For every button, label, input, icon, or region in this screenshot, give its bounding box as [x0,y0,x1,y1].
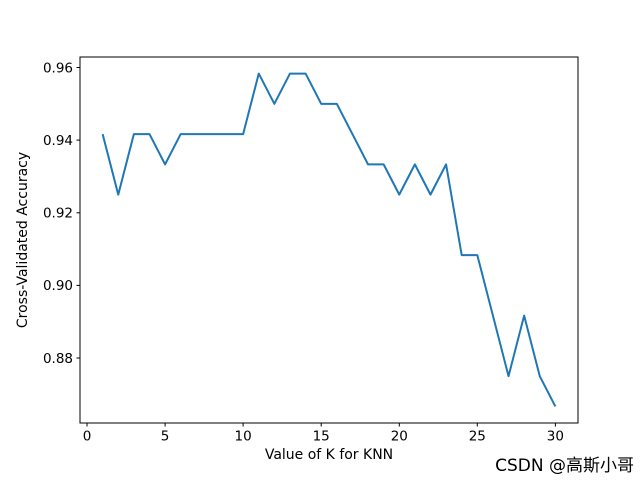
y-axis-label: Cross-Validated Accuracy [15,152,31,328]
y-tick-label: 0.94 [43,133,73,149]
x-tick-label: 0 [83,429,92,445]
accuracy-line [101,72,557,407]
x-axis-label: Value of K for KNN [265,447,393,463]
x-axis-ticks: 0 5 10 15 20 25 30 [83,423,564,445]
y-tick-label: 0.92 [43,206,73,222]
y-tick-label: 0.90 [43,278,73,294]
y-tick-label: 0.88 [43,351,73,367]
x-tick-label: 30 [547,429,564,445]
y-axis-ticks: 0.88 0.90 0.92 0.94 0.96 [43,60,80,367]
x-tick-label: 15 [313,429,330,445]
y-tick-label: 0.96 [43,60,73,76]
x-tick-label: 10 [235,429,252,445]
plot-border [79,56,579,424]
x-tick-label: 25 [469,429,486,445]
watermark: CSDN @高斯小哥 [495,456,634,476]
x-tick-label: 20 [391,429,408,445]
x-tick-label: 5 [161,429,170,445]
